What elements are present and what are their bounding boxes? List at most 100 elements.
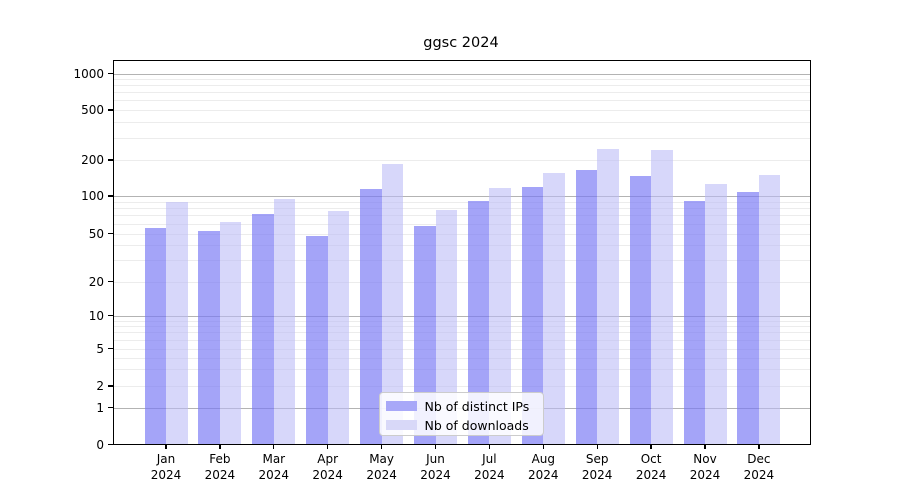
minor-gridline xyxy=(112,320,811,322)
bar-distinct-ips-may xyxy=(360,189,382,445)
bar-downloads-nov xyxy=(705,184,727,445)
y-tick-label: 0 xyxy=(96,437,104,452)
x-tick-month: Mar xyxy=(262,452,286,466)
x-tick-mark xyxy=(434,444,437,449)
minor-gridline xyxy=(112,339,811,341)
y-tick-mark xyxy=(108,314,113,317)
minor-gridline xyxy=(112,260,811,262)
bar-downloads-mar xyxy=(273,198,296,445)
y-tick-label: 500 xyxy=(81,103,104,117)
bar-distinct-ips-aug xyxy=(521,187,544,445)
x-tick-label-feb: Feb 2024 xyxy=(190,452,250,483)
y-tick-mark xyxy=(108,72,113,75)
legend: Nb of distinct IPs Nb of downloads xyxy=(378,391,544,436)
minor-gridline xyxy=(112,369,811,371)
x-tick-month: Nov xyxy=(693,452,717,466)
bar-distinct-ips-jul xyxy=(467,200,490,445)
x-tick-mark xyxy=(542,444,544,449)
y-tick-label: 5 xyxy=(96,341,104,356)
x-tick-label-jan: Jan 2024 xyxy=(136,452,196,483)
y-tick-mark xyxy=(108,232,113,235)
x-tick-label-may: May 2024 xyxy=(352,452,412,483)
y-tick-label: 1 xyxy=(96,400,104,415)
x-tick-year: 2024 xyxy=(150,467,182,482)
x-tick-label-sep: Sep 2024 xyxy=(567,452,627,483)
bar-downloads-oct xyxy=(651,150,673,445)
bar-distinct-ips-jan xyxy=(144,228,166,445)
x-tick-month: Jun xyxy=(426,452,445,466)
x-tick-month: Feb xyxy=(209,452,231,466)
x-tick-year: 2024 xyxy=(366,467,397,482)
x-tick-month: Sep xyxy=(585,452,609,466)
x-tick-month: Jul xyxy=(482,452,497,466)
minor-gridline xyxy=(112,100,811,102)
x-tick-mark xyxy=(273,444,275,449)
minor-gridline xyxy=(112,208,811,210)
legend-label: Nb of distinct IPs xyxy=(424,398,530,414)
y-tick-label: 100 xyxy=(81,189,104,203)
minor-gridline xyxy=(112,110,811,111)
x-tick-year: 2024 xyxy=(204,467,236,482)
y-tick-label: 20 xyxy=(88,274,104,289)
x-tick-label-mar: Mar 2024 xyxy=(244,452,304,483)
y-tick-label: 50 xyxy=(88,226,104,241)
bar-downloads-sep xyxy=(597,148,619,445)
legend-row: Nb of downloads xyxy=(385,417,543,434)
x-tick-mark xyxy=(327,444,329,449)
y-tick-mark xyxy=(108,159,113,161)
y-tick-mark xyxy=(108,406,113,409)
x-tick-month: Jan xyxy=(156,452,176,466)
x-tick-mark xyxy=(165,444,167,449)
bar-distinct-ips-sep xyxy=(575,169,598,445)
y-tick-label: 1000 xyxy=(73,66,104,81)
bar-downloads-feb xyxy=(219,221,242,445)
minor-gridline xyxy=(112,357,811,359)
x-tick-year: 2024 xyxy=(474,467,505,482)
minor-gridline xyxy=(112,137,811,139)
major-gridline xyxy=(112,196,811,197)
x-tick-mark xyxy=(219,444,221,449)
minor-gridline xyxy=(112,245,811,247)
y-tick-mark xyxy=(108,280,113,283)
x-tick-label-aug: Aug 2024 xyxy=(513,452,573,483)
x-tick-label-nov: Nov 2024 xyxy=(675,452,735,483)
x-tick-month: May xyxy=(369,452,394,466)
x-tick-label-jun: Jun 2024 xyxy=(406,452,466,483)
legend-row: Nb of distinct IPs xyxy=(385,398,543,415)
minor-gridline xyxy=(112,160,811,161)
minor-gridline xyxy=(112,215,811,217)
bar-distinct-ips-nov xyxy=(683,201,705,445)
x-tick-year: 2024 xyxy=(743,467,775,482)
x-tick-year: 2024 xyxy=(689,467,721,482)
minor-gridline xyxy=(112,85,811,87)
bar-downloads-aug xyxy=(543,173,565,445)
major-gridline xyxy=(112,73,811,75)
minor-gridline xyxy=(112,92,811,94)
x-tick-label-dec: Dec 2024 xyxy=(729,452,789,483)
minor-gridline xyxy=(112,281,811,283)
bar-distinct-ips-apr xyxy=(306,235,328,445)
x-tick-year: 2024 xyxy=(420,467,451,482)
legend-label: Nb of downloads xyxy=(424,417,529,433)
y-tick-mark xyxy=(108,347,113,350)
minor-gridline xyxy=(112,122,811,124)
bar-distinct-ips-oct xyxy=(629,176,652,445)
chart-title: ggsc 2024 xyxy=(423,35,499,51)
x-tick-mark xyxy=(704,444,706,449)
minor-gridline xyxy=(112,326,811,328)
minor-gridline xyxy=(112,79,811,81)
x-tick-month: Apr xyxy=(317,452,339,466)
x-tick-mark xyxy=(596,444,598,449)
x-tick-year: 2024 xyxy=(635,467,667,482)
x-tick-mark xyxy=(380,444,383,449)
minor-gridline xyxy=(112,386,811,387)
plot-area: Nb of distinct IPs Nb of downloads xyxy=(112,59,811,445)
bar-downloads-jun xyxy=(435,210,457,445)
minor-gridline xyxy=(112,332,811,334)
bar-distinct-ips-jun xyxy=(414,226,436,445)
x-tick-label-jul: Jul 2024 xyxy=(459,452,519,483)
bars-layer xyxy=(113,60,811,445)
minor-gridline xyxy=(112,348,811,350)
y-tick-label: 200 xyxy=(81,153,104,167)
bar-downloads-jul xyxy=(489,187,511,445)
